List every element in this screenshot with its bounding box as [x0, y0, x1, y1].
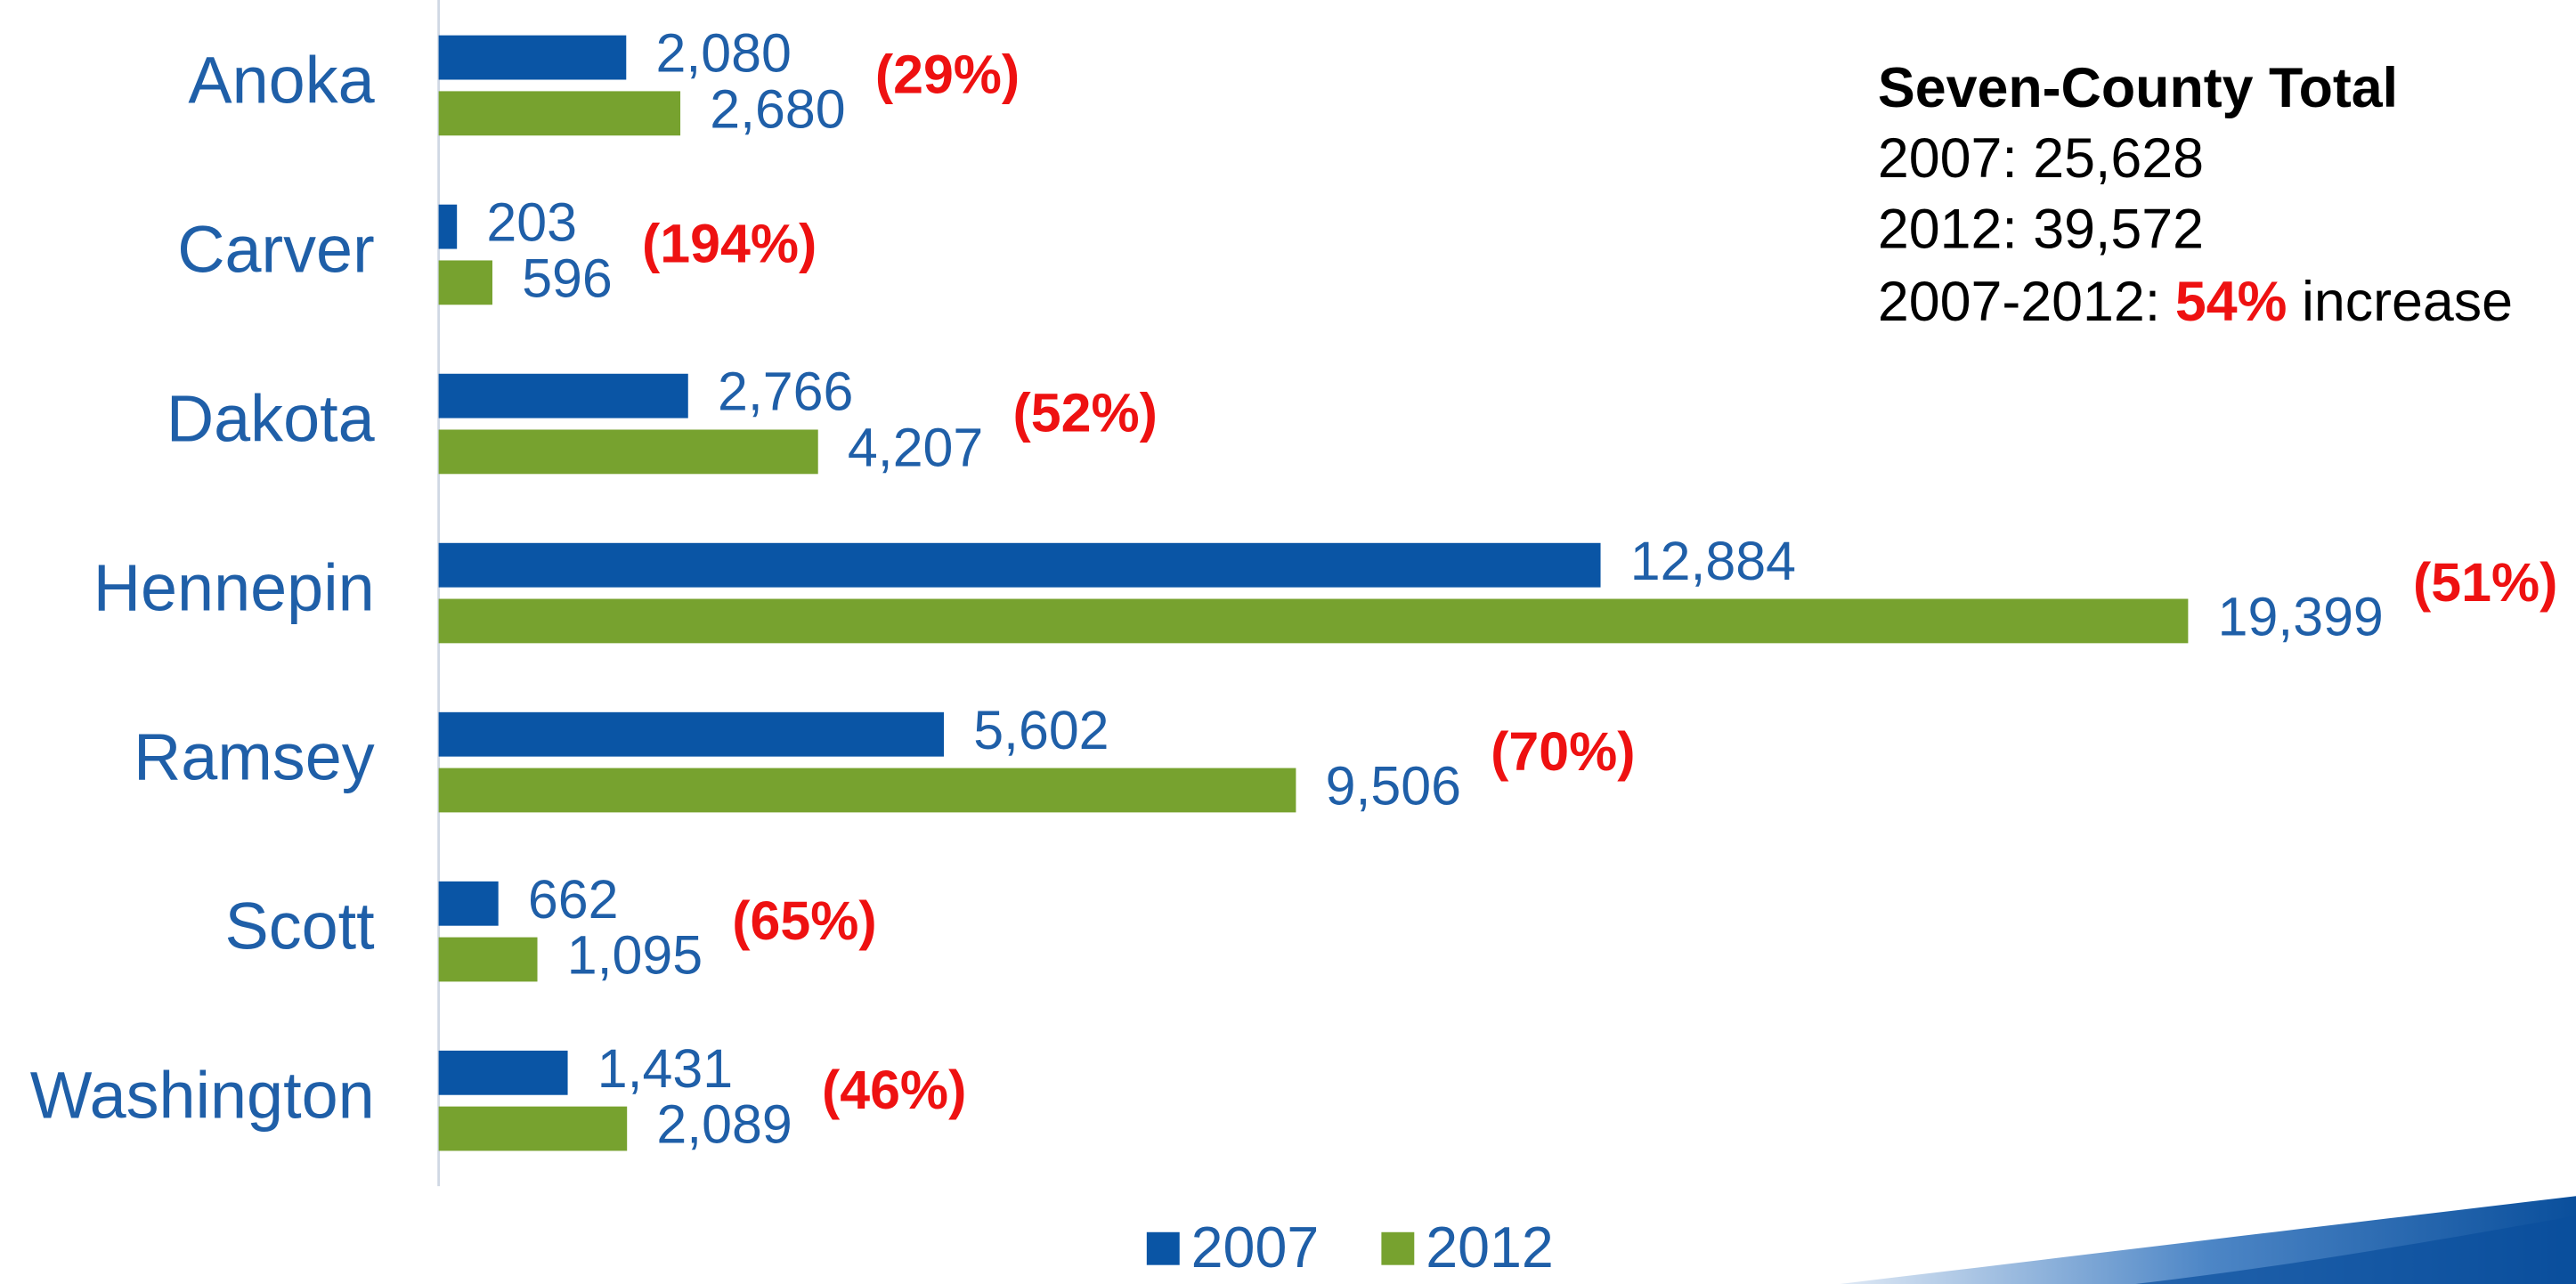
- percent-change: (194%): [642, 214, 817, 274]
- category-label: Hennepin: [93, 551, 375, 625]
- value-label: 2,766: [718, 362, 853, 422]
- category-label: Dakota: [167, 382, 376, 456]
- category-label: Scott: [224, 890, 374, 963]
- percent-change: (46%): [822, 1060, 966, 1120]
- page: {"chart_data": { "type": "bar", "orienta…: [0, 0, 2576, 1284]
- percent-change: (29%): [875, 45, 1020, 105]
- value-label: 203: [486, 192, 577, 253]
- summary-change-value: 54%: [2175, 271, 2288, 333]
- value-label: 2,080: [655, 23, 791, 84]
- value-label: 2,680: [710, 78, 845, 139]
- bar: [439, 1051, 568, 1095]
- summary-change-word: increase: [2302, 271, 2513, 333]
- percent-change: (65%): [732, 890, 876, 951]
- category-label: Ramsey: [134, 720, 375, 794]
- value-label: 596: [522, 248, 613, 308]
- summary-line: 2012: 39,572: [1878, 199, 2204, 261]
- value-label: 662: [528, 869, 619, 930]
- legend-swatch: [1381, 1232, 1414, 1265]
- category-label: Washington: [30, 1059, 375, 1133]
- value-label: 4,207: [848, 417, 983, 477]
- bar: [439, 1107, 628, 1151]
- bar: [439, 205, 458, 249]
- bar: [439, 599, 2189, 644]
- percent-change: (52%): [1012, 383, 1157, 443]
- value-label: 1,431: [597, 1038, 733, 1099]
- summary-title: Seven-County Total: [1878, 57, 2398, 119]
- percent-change: (51%): [2413, 552, 2557, 613]
- category-label: Carver: [177, 212, 374, 286]
- summary-line: 2007: 25,628: [1878, 127, 2204, 190]
- bar: [439, 36, 627, 80]
- value-label: 1,095: [567, 925, 703, 986]
- value-label: 19,399: [2218, 587, 2384, 647]
- bar: [439, 260, 492, 305]
- bar: [439, 374, 688, 419]
- category-label: Anoka: [188, 43, 375, 117]
- legend-swatch: [1147, 1232, 1180, 1265]
- bar: [439, 712, 944, 757]
- bar: [439, 938, 538, 982]
- summary-change: 2007-2012:54%increase: [1878, 271, 2513, 333]
- bar: [439, 882, 499, 926]
- bar: [439, 768, 1296, 813]
- value-label: 9,506: [1326, 756, 1461, 817]
- legend-label: 2012: [1426, 1215, 1554, 1280]
- bar: [439, 91, 680, 135]
- chart: Seven-County Total 2007: 25,628 2012: 39…: [0, 0, 2576, 1284]
- legend-label: 2007: [1191, 1215, 1320, 1280]
- value-label: 12,884: [1630, 531, 1796, 591]
- bar: [439, 543, 1601, 588]
- value-label: 2,089: [656, 1094, 792, 1155]
- percent-change: (70%): [1491, 721, 1635, 782]
- value-label: 5,602: [973, 700, 1109, 760]
- summary-change-label: 2007-2012:: [1878, 271, 2160, 333]
- bar: [439, 429, 818, 474]
